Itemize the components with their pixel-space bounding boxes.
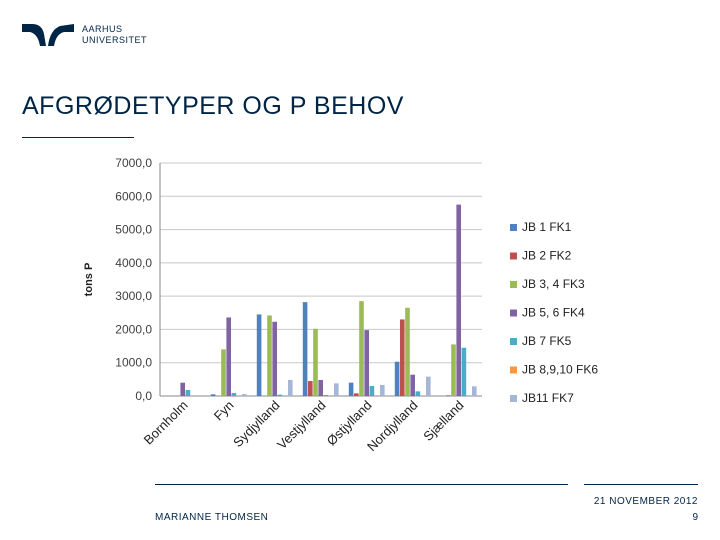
x-tick-label: Fyn — [211, 398, 237, 424]
bar — [410, 374, 415, 396]
y-tick-label: 2000,0 — [115, 322, 152, 336]
aarhus-university-logo — [22, 24, 74, 46]
legend-swatch — [510, 224, 517, 231]
bar — [267, 315, 272, 396]
legend-swatch — [510, 309, 517, 317]
bar — [323, 395, 329, 396]
footer-author: MARIANNE THOMSEN — [155, 512, 269, 523]
y-tick-label: 4000,0 — [115, 256, 152, 270]
bar — [456, 204, 461, 396]
x-tick-label: Bornholm — [141, 398, 191, 448]
footer-date: 21 NOVEMBER 2012 — [593, 496, 698, 507]
legend-label: JB 7 FK5 — [522, 334, 572, 348]
bar — [308, 381, 313, 396]
legend-swatch — [510, 338, 517, 345]
bar — [394, 361, 400, 396]
x-tick-label: Sjælland — [420, 398, 466, 444]
legend-label: JB11 FK7 — [522, 391, 574, 405]
y-axis-label: tons P — [83, 263, 95, 297]
page-number: 9 — [692, 512, 698, 523]
bar — [400, 319, 405, 396]
bar — [364, 330, 369, 396]
bar — [405, 307, 410, 396]
legend-swatch — [510, 395, 517, 402]
logo-line-2: UNIVERSITET — [82, 35, 148, 45]
legend-swatch — [510, 281, 517, 288]
footer-divider-right — [584, 484, 698, 485]
bar — [451, 344, 456, 396]
bar — [359, 301, 364, 396]
bar — [242, 394, 247, 396]
legend-label: JB 3, 4 FK3 — [522, 277, 585, 291]
y-tick-label: 1000,0 — [115, 356, 152, 370]
logo-wordmark: AARHUS UNIVERSITET — [82, 24, 147, 46]
bar — [461, 347, 467, 396]
y-tick-label: 0,0 — [135, 389, 152, 403]
legend-label: JB 1 FK1 — [522, 220, 572, 234]
bar-chart: 0,0 1000,0 2000,0 3000,0 4000,0 5000,0 6000,0 7… — [83, 156, 598, 454]
x-tick-label: Vestjylland — [274, 398, 329, 453]
slide-title: AFGRØDETYPER OG P BEHOV — [22, 92, 404, 120]
y-tick-label: 3000,0 — [115, 289, 152, 303]
legend-swatch — [510, 366, 517, 374]
bar — [318, 380, 323, 396]
bar — [288, 380, 293, 396]
bar — [426, 376, 431, 396]
bar — [472, 386, 477, 396]
bar — [256, 314, 262, 396]
bar — [348, 382, 354, 396]
bar — [180, 382, 185, 396]
bar — [210, 394, 216, 396]
bar — [221, 349, 226, 396]
bar — [231, 393, 237, 396]
bar — [334, 383, 339, 396]
y-tick-label: 5000,0 — [115, 223, 152, 237]
bar — [446, 395, 451, 396]
bar — [354, 393, 359, 396]
y-tick-label: 7000,0 — [115, 156, 152, 170]
footer-divider-left — [155, 484, 568, 485]
bar — [277, 394, 283, 396]
title-divider — [22, 137, 134, 138]
bar — [302, 302, 308, 396]
legend-label: JB 5, 6 FK4 — [522, 306, 585, 320]
bar — [226, 317, 231, 396]
bar — [313, 328, 318, 396]
bar — [380, 385, 385, 396]
bar — [185, 390, 191, 396]
bar — [415, 391, 421, 396]
legend-label: JB 8,9,10 FK6 — [522, 363, 598, 377]
logo-line-1: AARHUS — [82, 24, 123, 34]
legend-label: JB 2 FK2 — [522, 249, 572, 263]
bar — [369, 386, 375, 396]
bar — [272, 321, 277, 396]
legend-swatch — [510, 252, 517, 260]
y-tick-label: 6000,0 — [115, 189, 152, 203]
